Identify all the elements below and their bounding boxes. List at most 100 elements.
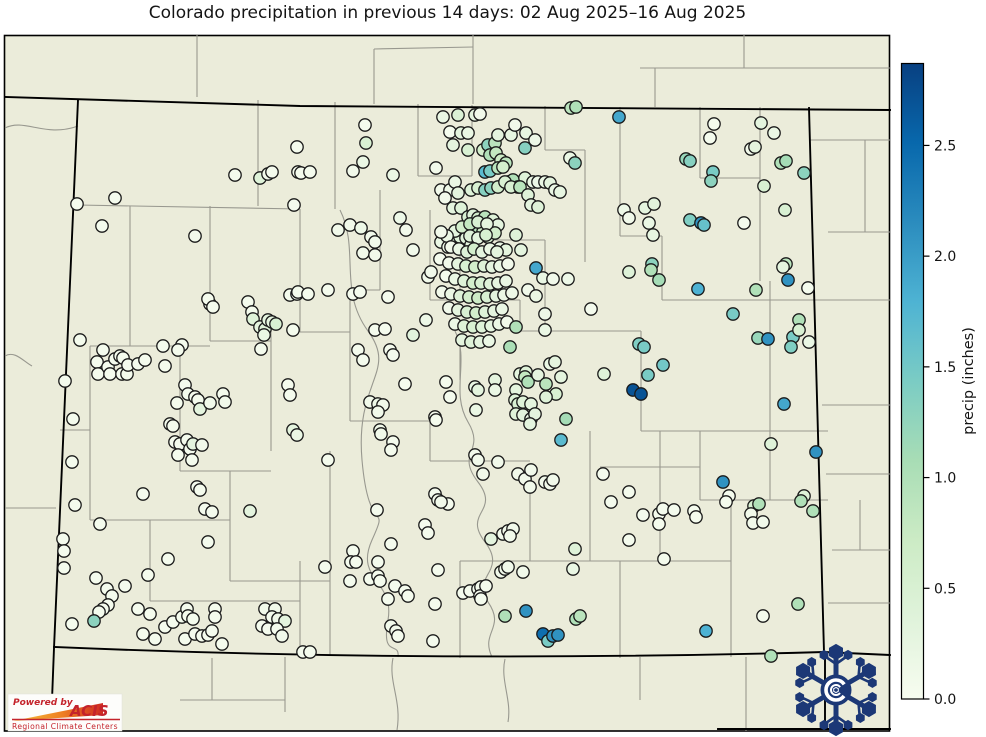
station-point [596,467,610,481]
station-point [764,649,778,663]
station-point [57,561,71,575]
station-point [349,555,363,569]
station-point [509,320,523,334]
station-point [501,257,515,271]
station-point [171,448,185,462]
station-point [275,629,289,643]
station-point [699,624,713,638]
station-point [68,498,82,512]
station-point [471,383,485,397]
station-point [809,445,823,459]
station-point [193,402,207,416]
station-point [561,272,575,286]
station-point [156,339,170,353]
station-point [756,609,770,623]
station-point [479,579,493,593]
station-point [656,358,670,372]
station-point [683,154,697,168]
station-point [752,497,766,511]
colorbar-tick-label: 2.5 [934,138,956,154]
station-point [118,579,132,593]
station-point [373,574,387,588]
station-point [87,614,101,628]
station-point [141,568,155,582]
station-point [791,597,805,611]
colorbar-tick-label: 0.5 [934,581,956,597]
station-point [331,223,345,237]
station-point [622,211,636,225]
station-point [70,197,84,211]
station-point [386,348,400,362]
station-point [471,453,485,467]
station-point [622,265,636,279]
station-point [201,535,215,549]
station-point [428,597,442,611]
station-point [318,560,332,574]
station-point [57,544,71,558]
station-point [519,126,533,140]
snowflake-arm [844,692,877,723]
station-point [290,428,304,442]
station-point [434,495,448,509]
station-point [636,508,650,522]
station-point [406,243,420,257]
station-point [371,405,385,419]
snowflake-arm [844,657,877,688]
station-point [95,219,109,233]
station-point [642,216,656,230]
station-point [754,116,768,130]
snowflake-arm [795,657,828,688]
station-point [573,609,587,623]
station-point [283,388,297,402]
station-point [378,322,392,336]
station-point [647,197,661,211]
station-point [343,574,357,588]
station-point [529,261,543,275]
station-point [186,612,200,626]
station-point [103,367,117,381]
station-point [516,565,530,579]
station-point [346,164,360,178]
colorbar-label: precip (inches) [961,327,977,435]
station-point [434,225,448,239]
station-point [499,274,513,288]
station-point [646,228,660,242]
colorbar-tick-label: 1.5 [934,360,956,376]
station-point [290,140,304,154]
station-point [215,637,229,651]
station-point [529,289,543,303]
acis-subtitle: Regional Climate Centers [12,722,118,731]
snowflake-arm [819,701,853,737]
station-point [356,246,370,260]
state-borders [4,96,891,730]
station-point [523,417,537,431]
station-point [491,455,505,469]
station-point [667,503,681,517]
station-point [657,552,671,566]
station-point [188,229,202,243]
station-point [637,340,651,354]
station-point [66,412,80,426]
station-point [539,390,553,404]
station-point [756,515,770,529]
station-point [58,374,72,388]
station-point [136,627,150,641]
station-point [461,126,475,140]
station-point [228,168,242,182]
station-point [438,191,452,205]
station-point [218,395,232,409]
station-point [568,542,582,556]
station-point [801,281,815,295]
station-point [757,179,771,193]
station-point [691,282,705,296]
station-point [401,589,415,603]
station-point [205,505,219,519]
station-point [451,186,465,200]
station-point [384,443,398,457]
station-point [531,200,545,214]
station-point [451,108,465,122]
station-point [303,165,317,179]
station-point [559,412,573,426]
station-point [764,437,778,451]
station-point [505,286,519,300]
